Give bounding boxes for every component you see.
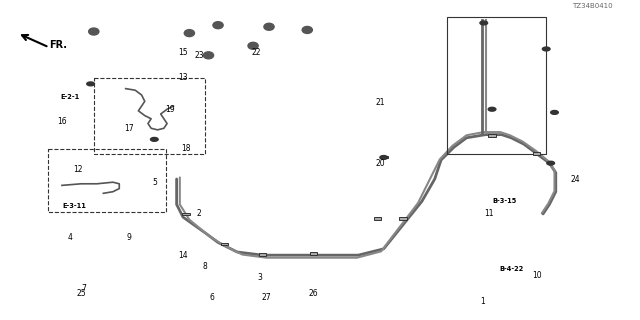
Text: 23: 23 (194, 51, 204, 60)
Circle shape (380, 156, 388, 159)
Bar (182, 213, 190, 215)
Text: 19: 19 (166, 105, 175, 114)
Text: 27: 27 (261, 293, 271, 302)
Ellipse shape (204, 52, 214, 59)
Bar (488, 134, 496, 137)
Text: B-3-15: B-3-15 (493, 198, 517, 204)
Text: 26: 26 (309, 289, 319, 298)
Bar (380, 156, 388, 158)
Bar (399, 217, 406, 220)
Ellipse shape (264, 23, 274, 30)
Text: 15: 15 (178, 48, 188, 57)
Text: TZ34B0410: TZ34B0410 (573, 3, 613, 9)
Bar (310, 252, 317, 255)
Text: 13: 13 (178, 73, 188, 82)
Text: 17: 17 (124, 124, 134, 133)
Bar (221, 243, 228, 245)
Circle shape (480, 21, 488, 25)
Text: E-2-1: E-2-1 (61, 93, 80, 100)
Text: 4: 4 (68, 233, 73, 242)
Text: 18: 18 (181, 144, 191, 153)
Circle shape (150, 138, 158, 141)
Bar (259, 253, 266, 256)
Text: 16: 16 (57, 117, 67, 126)
Text: E-3-11: E-3-11 (63, 203, 86, 209)
Ellipse shape (248, 42, 258, 49)
Text: B-4-22: B-4-22 (499, 267, 524, 272)
Text: 12: 12 (73, 165, 83, 174)
Text: 9: 9 (126, 233, 131, 242)
Text: 6: 6 (209, 293, 214, 302)
Bar (533, 152, 540, 155)
Text: 24: 24 (570, 174, 580, 184)
Circle shape (550, 110, 558, 114)
Circle shape (542, 47, 550, 51)
Text: 25: 25 (76, 289, 86, 298)
Text: 20: 20 (376, 159, 385, 168)
Text: 10: 10 (532, 271, 541, 280)
Circle shape (87, 82, 95, 86)
Ellipse shape (213, 22, 223, 29)
Ellipse shape (89, 28, 99, 35)
Text: 7: 7 (82, 284, 86, 293)
Circle shape (488, 107, 496, 111)
Text: 21: 21 (376, 99, 385, 108)
Text: 3: 3 (257, 273, 262, 282)
Text: FR.: FR. (49, 40, 67, 50)
Text: 22: 22 (252, 48, 261, 57)
Circle shape (547, 161, 554, 165)
Text: 1: 1 (480, 297, 485, 306)
Bar (374, 217, 381, 220)
Ellipse shape (184, 30, 195, 36)
Text: 14: 14 (178, 251, 188, 260)
Text: 2: 2 (196, 209, 202, 219)
Text: 8: 8 (203, 262, 207, 271)
Text: 11: 11 (484, 209, 493, 219)
Ellipse shape (302, 27, 312, 33)
Text: 5: 5 (152, 178, 157, 187)
